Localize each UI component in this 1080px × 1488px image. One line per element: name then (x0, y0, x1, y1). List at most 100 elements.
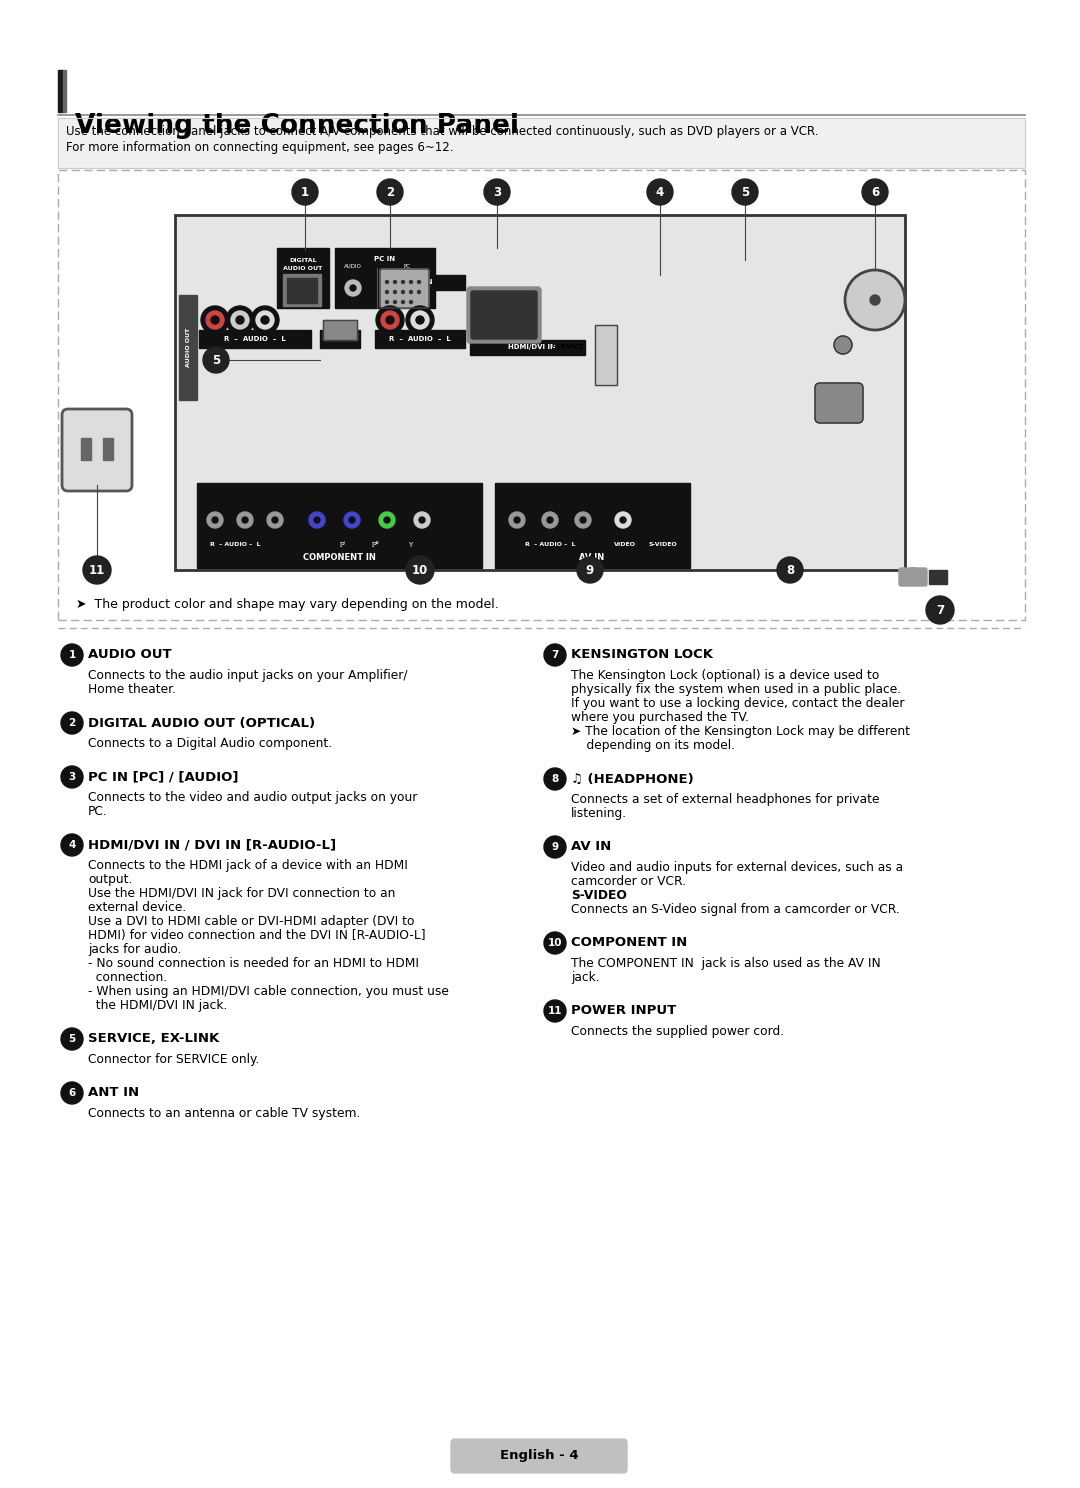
Bar (197, 484, 482, 568)
Text: HDMI/DVI IN: HDMI/DVI IN (508, 344, 556, 350)
Circle shape (862, 179, 888, 205)
Text: 8: 8 (786, 564, 794, 576)
Text: VIDEO: VIDEO (615, 543, 636, 548)
Circle shape (201, 307, 229, 333)
Bar (199, 330, 311, 348)
Text: AUDIO OUT: AUDIO OUT (186, 327, 190, 366)
Circle shape (544, 836, 566, 859)
Text: Connects to a Digital Audio component.: Connects to a Digital Audio component. (87, 737, 333, 750)
Text: Video and audio inputs for external devices, such as a: Video and audio inputs for external devi… (571, 862, 903, 873)
Circle shape (406, 557, 434, 583)
Text: ℙᴮ: ℙᴮ (372, 542, 379, 548)
Text: AUDIO OUT: AUDIO OUT (87, 649, 172, 662)
Text: R  – AUDIO –  L: R – AUDIO – L (210, 543, 260, 548)
Circle shape (570, 507, 596, 533)
Text: 9: 9 (552, 842, 558, 853)
Bar (175, 214, 905, 570)
Circle shape (340, 275, 366, 301)
Circle shape (386, 315, 394, 324)
Text: R  –  AUDIO  –  L: R – AUDIO – L (225, 336, 286, 342)
Text: physically fix the system when used in a public place.: physically fix the system when used in a… (571, 683, 901, 696)
Circle shape (237, 315, 244, 324)
Circle shape (232, 507, 258, 533)
Circle shape (261, 315, 269, 324)
Bar (179, 295, 197, 400)
Circle shape (544, 644, 566, 667)
Text: 9: 9 (585, 564, 594, 576)
FancyBboxPatch shape (471, 292, 537, 339)
Circle shape (345, 512, 360, 528)
Text: Viewing the Connection Panel: Viewing the Connection Panel (75, 113, 519, 138)
Circle shape (411, 311, 429, 329)
Text: ➤  The product color and shape may vary depending on the model.: ➤ The product color and shape may vary d… (76, 598, 499, 612)
Text: Home theater.: Home theater. (87, 683, 176, 696)
Text: If you want to use a locking device, contact the dealer: If you want to use a locking device, con… (571, 696, 905, 710)
Text: camcorder or VCR.: camcorder or VCR. (571, 875, 686, 888)
Text: 7: 7 (551, 650, 558, 661)
Text: output.: output. (87, 873, 133, 885)
Circle shape (202, 507, 228, 533)
Bar (495, 484, 690, 568)
Circle shape (314, 516, 320, 522)
Circle shape (203, 347, 229, 373)
Circle shape (647, 179, 673, 205)
Text: 6: 6 (870, 186, 879, 198)
Bar (287, 278, 318, 304)
Circle shape (211, 315, 219, 324)
Text: jacks for audio.: jacks for audio. (87, 943, 181, 955)
Circle shape (419, 516, 426, 522)
Bar (58, 70, 63, 112)
Circle shape (393, 281, 396, 284)
Circle shape (242, 516, 248, 522)
FancyBboxPatch shape (62, 409, 132, 491)
Text: ♫ (HEADPHONE): ♫ (HEADPHONE) (571, 772, 693, 786)
Circle shape (379, 512, 395, 528)
Circle shape (542, 512, 558, 528)
Circle shape (262, 507, 288, 533)
Circle shape (267, 512, 283, 528)
Circle shape (509, 512, 525, 528)
Text: COMPONENT IN: COMPONENT IN (571, 936, 687, 949)
FancyBboxPatch shape (815, 382, 863, 423)
Text: 5: 5 (212, 354, 220, 366)
Bar (58, 118, 1025, 168)
Text: English - 4: English - 4 (500, 1449, 578, 1463)
Circle shape (206, 311, 224, 329)
Text: The Kensington Lock (optional) is a device used to: The Kensington Lock (optional) is a devi… (571, 670, 879, 682)
Text: AV IN: AV IN (579, 552, 605, 561)
Text: Connects to the HDMI jack of a device with an HDMI: Connects to the HDMI jack of a device wi… (87, 859, 408, 872)
Text: 11: 11 (548, 1006, 563, 1016)
Text: - No sound connection is needed for an HDMI to HDMI: - No sound connection is needed for an H… (87, 957, 419, 970)
Text: - When using an HDMI/DVI cable connection, you must use: - When using an HDMI/DVI cable connectio… (87, 985, 449, 998)
Circle shape (575, 512, 591, 528)
Circle shape (309, 512, 325, 528)
Bar (58, 170, 1025, 620)
Bar (323, 320, 357, 339)
Text: PC.: PC. (87, 805, 108, 818)
Circle shape (60, 833, 83, 856)
FancyBboxPatch shape (380, 269, 429, 308)
Circle shape (777, 557, 804, 583)
Circle shape (409, 507, 435, 533)
Text: Connects an S-Video signal from a camcorder or VCR.: Connects an S-Video signal from a camcor… (571, 903, 900, 917)
Circle shape (272, 516, 278, 522)
Text: Connects a set of external headphones for private: Connects a set of external headphones fo… (571, 793, 879, 806)
Circle shape (409, 290, 413, 293)
Text: AV IN: AV IN (571, 841, 611, 854)
Circle shape (345, 280, 361, 296)
Bar (283, 274, 321, 307)
Text: Use the connection panel jacks to connect A/V components that will be connected : Use the connection panel jacks to connec… (66, 125, 819, 138)
Text: 4: 4 (656, 186, 664, 198)
Circle shape (406, 307, 434, 333)
Text: the HDMI/DVI IN jack.: the HDMI/DVI IN jack. (87, 998, 228, 1012)
Text: Connects the supplied power cord.: Connects the supplied power cord. (571, 1025, 784, 1039)
Text: 5: 5 (741, 186, 750, 198)
Text: (OPTICAL): (OPTICAL) (285, 274, 321, 278)
Circle shape (870, 295, 880, 305)
Text: AUDIO: AUDIO (345, 263, 362, 269)
Text: where you purchased the TV.: where you purchased the TV. (571, 711, 750, 725)
Text: HDMI) for video connection and the DVI IN [R-AUDIO-L]: HDMI) for video connection and the DVI I… (87, 929, 426, 942)
Text: KENSINGTON LOCK: KENSINGTON LOCK (571, 649, 713, 662)
Bar (323, 320, 357, 339)
Text: SERVICE, EX-LINK: SERVICE, EX-LINK (87, 1033, 219, 1046)
